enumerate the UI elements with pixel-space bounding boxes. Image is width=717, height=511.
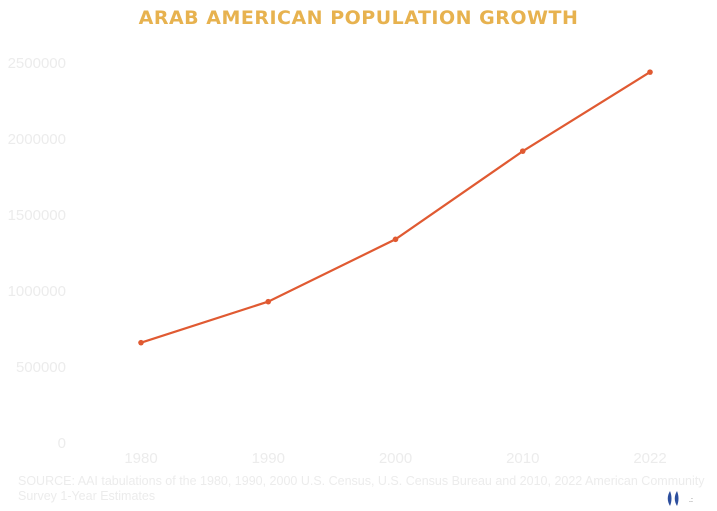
y-tick-label: 2000000 [8, 131, 66, 148]
source-note: SOURCE: AAI tabulations of the 1980, 199… [18, 474, 705, 503]
y-axis-tick-labels: 0 500000 1000000 1500000 2000000 2500000 [8, 55, 66, 452]
data-point [519, 148, 526, 154]
data-point [138, 339, 144, 346]
data-point [392, 236, 399, 243]
x-tick-label: 1980 [124, 450, 157, 467]
chart-title: ARAB AMERICAN POPULATION GROWTH [138, 7, 579, 29]
x-tick-label: 2022 [633, 450, 666, 467]
data-point [265, 298, 272, 305]
svg-text:.:: .: [689, 497, 693, 504]
y-tick-label: 1500000 [8, 207, 66, 224]
x-tick-label: 1990 [252, 450, 285, 467]
x-axis-tick-labels: 1980 1990 2000 2010 2022 [124, 450, 666, 467]
x-tick-label: 2000 [379, 450, 412, 467]
y-tick-label: 1000000 [8, 283, 66, 300]
brand-logo-icon: .: [667, 491, 693, 506]
data-point [647, 69, 653, 75]
y-tick-label: 500000 [16, 359, 66, 376]
y-tick-label: 2500000 [8, 55, 66, 72]
y-tick-label: 0 [58, 435, 66, 452]
series-line [140, 71, 651, 344]
data-points [138, 69, 653, 346]
x-tick-label: 2010 [506, 450, 539, 467]
